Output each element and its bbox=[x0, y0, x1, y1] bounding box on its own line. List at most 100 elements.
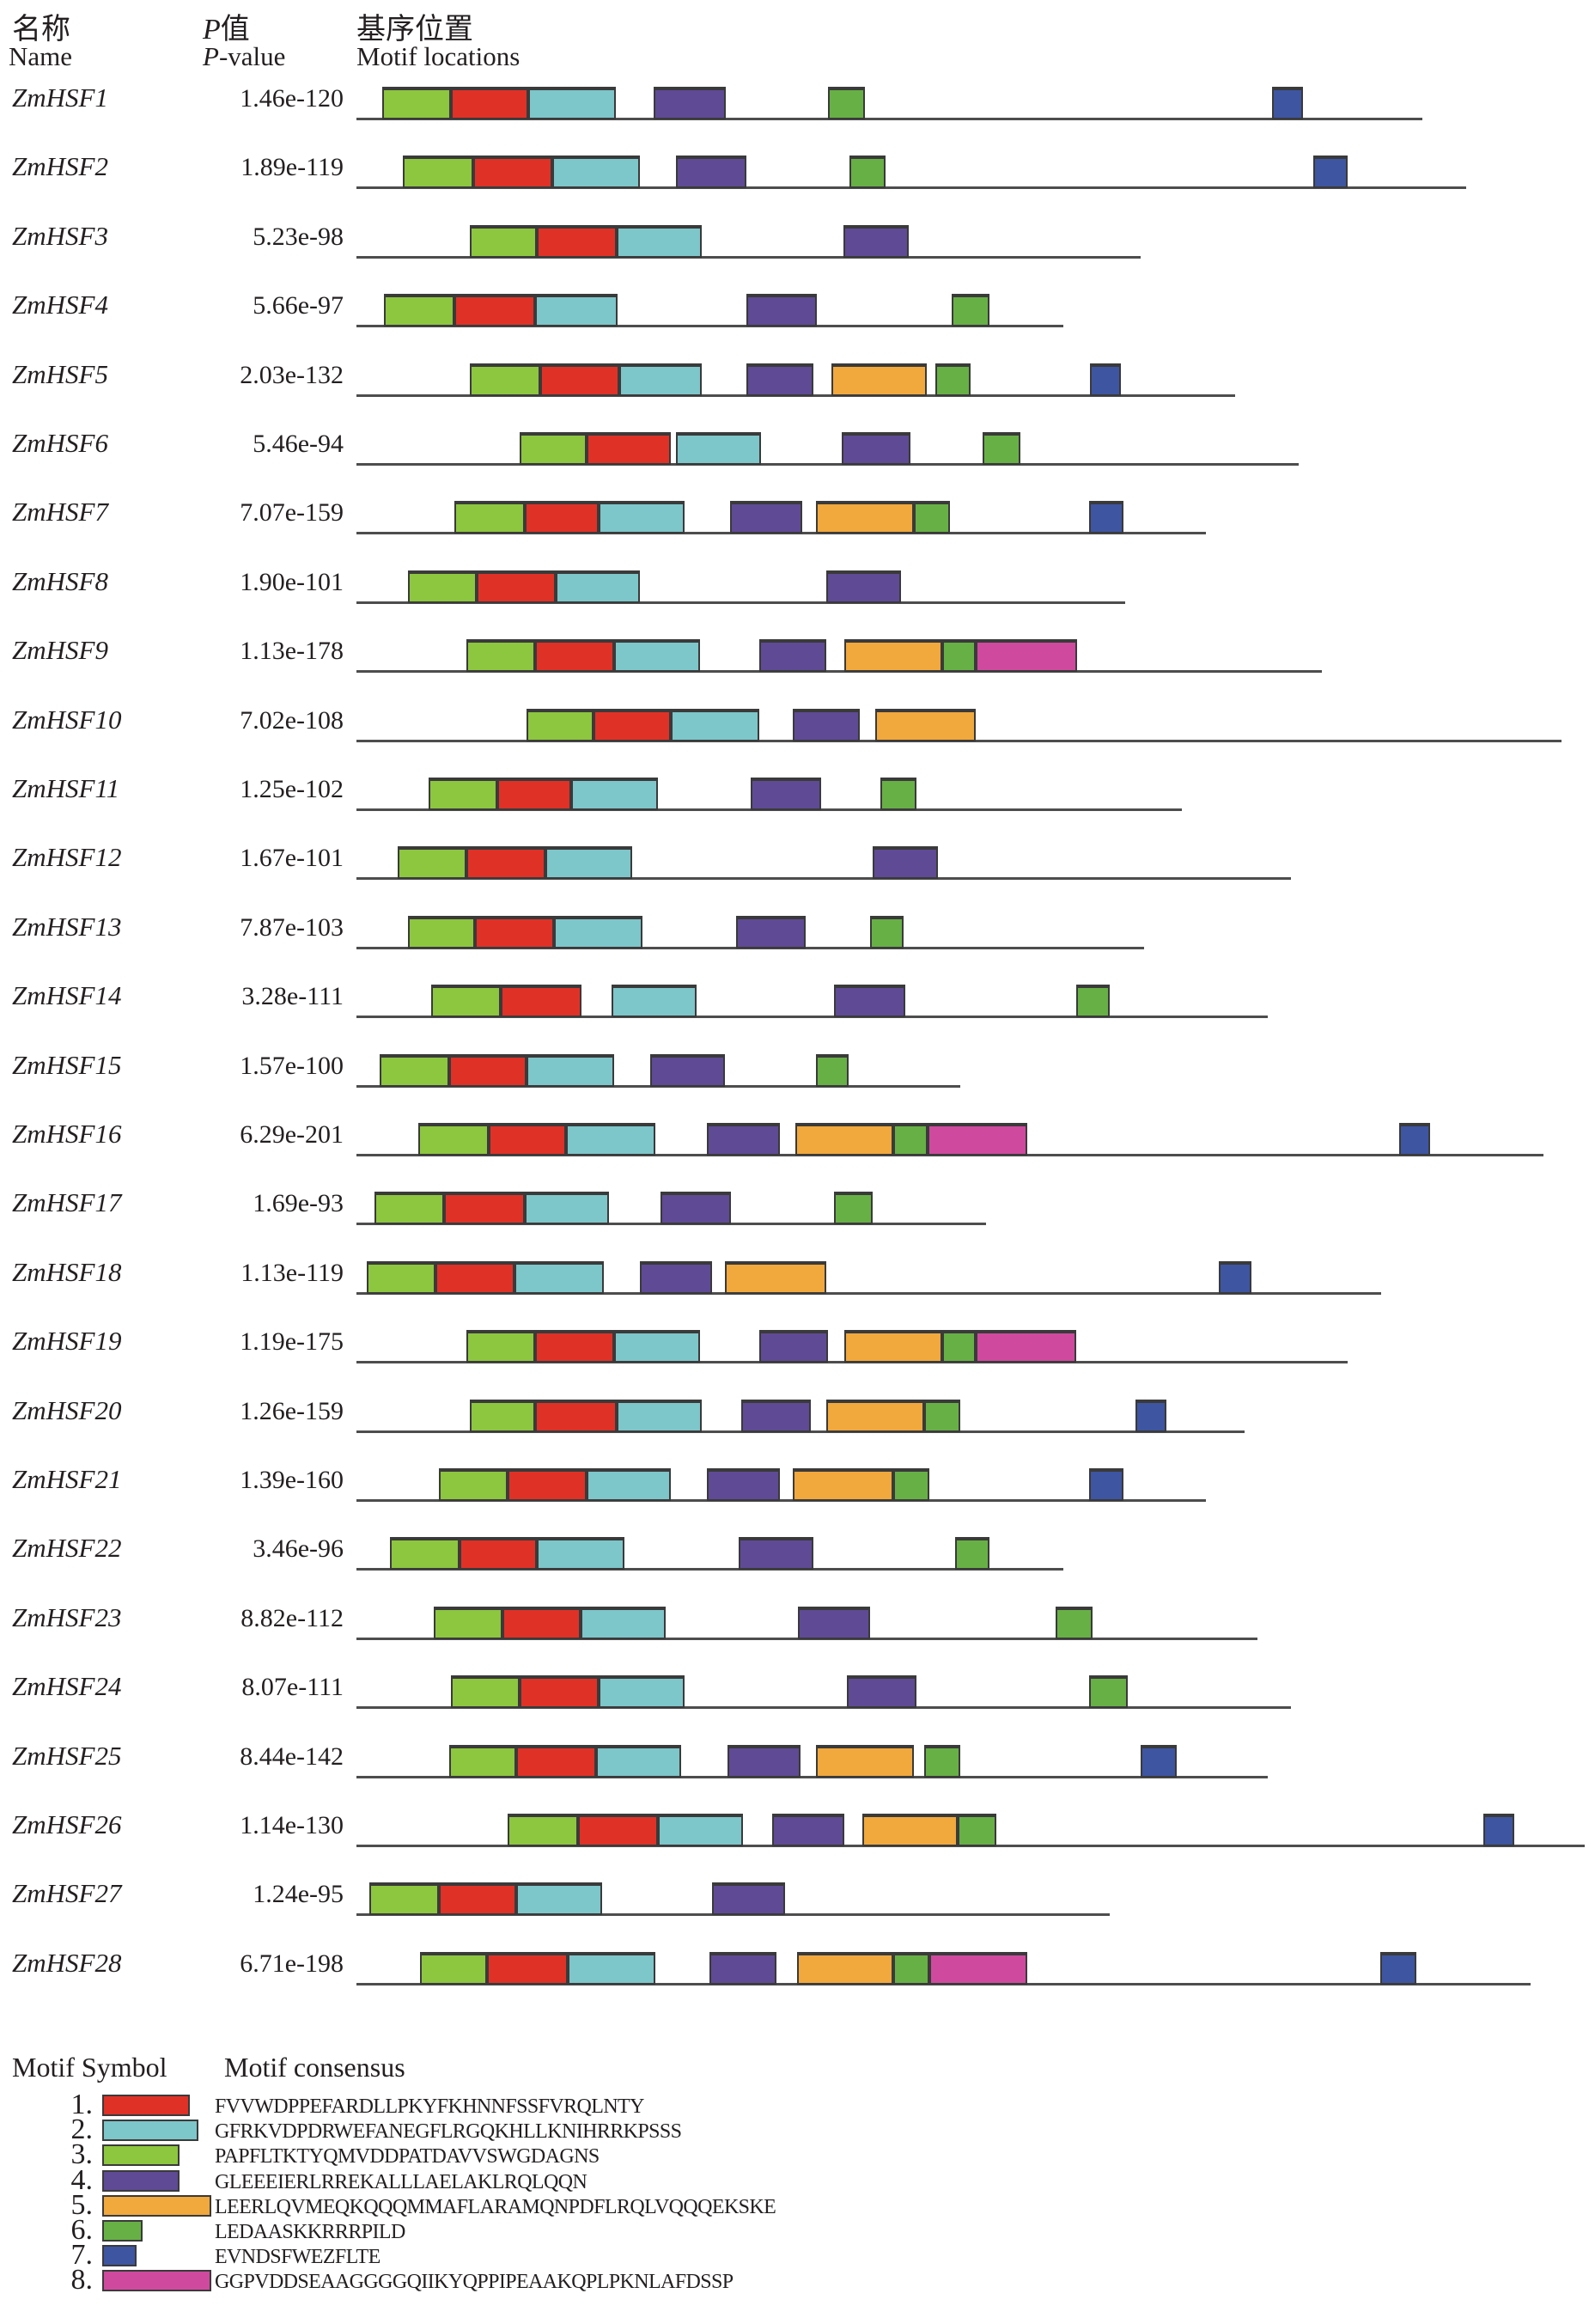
gene-row-ZmHSF14: ZmHSF14 3.28e-111 bbox=[0, 973, 1595, 1019]
legend-motif-number: 5. bbox=[70, 2188, 94, 2221]
legend-motif-number: 4. bbox=[70, 2163, 94, 2196]
gene-row-ZmHSF19: ZmHSF19 1.19e-175 bbox=[0, 1318, 1595, 1364]
motif-2-block bbox=[676, 432, 761, 465]
gene-pvalue: 5.23e-98 bbox=[253, 222, 344, 251]
motif-1-block bbox=[501, 985, 581, 1018]
motif-2-block bbox=[568, 1951, 655, 1985]
motif-1-block bbox=[454, 294, 535, 327]
motif-8-block bbox=[976, 639, 1077, 673]
pvalue-header-zh-rest: 值 bbox=[220, 14, 250, 46]
gene-name: ZmHSF27 bbox=[12, 1878, 122, 1909]
motif-3-block bbox=[408, 915, 475, 949]
gene-pvalue: 3.46e-96 bbox=[253, 1534, 344, 1564]
motif-5-block bbox=[862, 1814, 958, 1846]
motif-4-block bbox=[739, 1537, 813, 1571]
legend-motif-consensus: GFRKVDPDRWEFANEGFLRGQKHLLKNIHRRKPSSS bbox=[215, 2120, 682, 2144]
motif-6-block bbox=[1089, 1675, 1128, 1709]
legend-motif-number: 8. bbox=[70, 2264, 94, 2297]
motif-1-block bbox=[473, 156, 552, 189]
gene-row-ZmHSF25: ZmHSF25 8.44e-142 bbox=[0, 1733, 1595, 1778]
pvalue-header-en-rest: -value bbox=[218, 41, 286, 71]
motif-4-block bbox=[798, 1606, 870, 1639]
gene-row-ZmHSF27: ZmHSF27 1.24e-95 bbox=[0, 1870, 1595, 1917]
motif-2-block bbox=[535, 294, 618, 327]
legend-motif-1-swatch bbox=[102, 2095, 190, 2116]
motif-4-block bbox=[826, 570, 901, 603]
motif-1-block bbox=[451, 87, 528, 119]
gene-pvalue: 6.71e-198 bbox=[240, 1949, 344, 1978]
gene-name: ZmHSF5 bbox=[12, 358, 108, 389]
gene-pvalue: 1.69e-93 bbox=[253, 1189, 344, 1218]
motif-1-block bbox=[587, 432, 671, 465]
legend-motif-7-swatch bbox=[102, 2245, 137, 2267]
legend-motif-5-swatch bbox=[102, 2194, 211, 2217]
gene-pvalue: 1.13e-178 bbox=[240, 637, 344, 666]
gene-pvalue: 2.03e-132 bbox=[240, 360, 344, 389]
motif-7-block bbox=[1135, 1399, 1166, 1432]
gene-pvalue: 7.02e-108 bbox=[240, 705, 344, 735]
motif-6-block bbox=[1056, 1606, 1093, 1639]
motif-6-block bbox=[942, 639, 976, 673]
motif-1-block bbox=[535, 1330, 614, 1363]
motif-6-block bbox=[924, 1399, 960, 1432]
motif-2-block bbox=[528, 87, 616, 119]
motif-6-block bbox=[870, 915, 904, 949]
gene-name: ZmHSF21 bbox=[12, 1464, 122, 1494]
gene-row-ZmHSF15: ZmHSF15 1.57e-100 bbox=[0, 1042, 1595, 1088]
legend-row-motif-4: 4. GLEEEIERLRREKALLLAELAKLRQLQQN bbox=[0, 2164, 1595, 2196]
motif-5-block bbox=[793, 1468, 893, 1501]
protein-backbone-line bbox=[356, 1499, 1206, 1502]
motif-6-block bbox=[952, 294, 989, 327]
gene-pvalue: 1.19e-175 bbox=[240, 1327, 344, 1357]
motif-3-block bbox=[384, 294, 454, 327]
motif-2-block bbox=[554, 915, 642, 949]
motif-1-block bbox=[477, 570, 556, 603]
motif-1-block bbox=[540, 363, 619, 396]
legend-motif-number: 2. bbox=[70, 2114, 94, 2146]
motif-3-block bbox=[390, 1537, 460, 1571]
motif-3-block bbox=[374, 1192, 444, 1225]
motif-2-block bbox=[599, 501, 685, 534]
gene-name: ZmHSF2 bbox=[12, 151, 108, 182]
motif-4-block bbox=[834, 985, 905, 1018]
motif-6-block bbox=[935, 363, 971, 396]
motif-7-block bbox=[1483, 1814, 1514, 1846]
gene-name: ZmHSF3 bbox=[12, 220, 108, 251]
motif-4-block bbox=[730, 501, 802, 534]
legend-row-motif-6: 6. LEDAASKKRRRPILD bbox=[0, 2214, 1595, 2246]
motif-3-block bbox=[454, 501, 525, 534]
gene-pvalue: 1.57e-100 bbox=[240, 1051, 344, 1080]
motif-1-block bbox=[435, 1260, 514, 1294]
gene-row-ZmHSF21: ZmHSF21 1.39e-160 bbox=[0, 1456, 1595, 1502]
legend-motif-consensus: GLEEEIERLRREKALLLAELAKLRQLQQN bbox=[215, 2170, 587, 2193]
gene-row-ZmHSF10: ZmHSF10 7.02e-108 bbox=[0, 697, 1595, 742]
motif-2-block bbox=[545, 846, 632, 880]
motif-3-block bbox=[466, 1330, 535, 1363]
motif-6-block bbox=[834, 1192, 873, 1225]
motif-4-block bbox=[654, 87, 726, 119]
motif-4-block bbox=[661, 1192, 731, 1225]
gene-row-ZmHSF26: ZmHSF26 1.14e-130 bbox=[0, 1802, 1595, 1847]
motif-3-block bbox=[470, 1399, 535, 1432]
motif-1-block bbox=[594, 708, 671, 741]
legend-row-motif-2: 2. GFRKVDPDRWEFANEGFLRGQKHLLKNIHRRKPSSS bbox=[0, 2114, 1595, 2145]
legend-row-motif-3: 3. PAPFLTKTYQMVDDPATDAVVSWGDAGNS bbox=[0, 2138, 1595, 2170]
gene-name: ZmHSF6 bbox=[12, 428, 108, 458]
legend-motif-consensus: PAPFLTKTYQMVDDPATDAVVSWGDAGNS bbox=[215, 2145, 600, 2168]
gene-name: ZmHSF24 bbox=[12, 1671, 122, 1702]
gene-name: ZmHSF9 bbox=[12, 635, 108, 666]
motif-3-block bbox=[470, 224, 537, 258]
motif-6-block bbox=[893, 1951, 929, 1985]
motif-3-block bbox=[367, 1260, 435, 1294]
motif-3-block bbox=[382, 87, 451, 119]
gene-row-ZmHSF28: ZmHSF28 6.71e-198 bbox=[0, 1940, 1595, 1985]
motif-column-header-zh: 基序位置 bbox=[356, 14, 473, 46]
motif-6-block bbox=[893, 1468, 929, 1501]
protein-backbone-line bbox=[356, 601, 1125, 604]
gene-name: ZmHSF20 bbox=[12, 1394, 122, 1425]
gene-row-ZmHSF24: ZmHSF24 8.07e-111 bbox=[0, 1663, 1595, 1710]
legend-motif-consensus: LEERLQVMEQKQQQMMAFLARAMQNPDFLRQLVQQQEKSK… bbox=[215, 2195, 776, 2218]
pvalue-column-header-zh: P值 bbox=[203, 5, 250, 47]
gene-name: ZmHSF13 bbox=[12, 911, 122, 942]
gene-row-ZmHSF11: ZmHSF11 1.25e-102 bbox=[0, 766, 1595, 811]
